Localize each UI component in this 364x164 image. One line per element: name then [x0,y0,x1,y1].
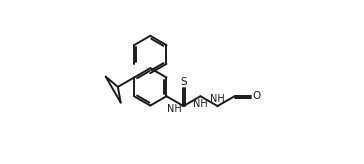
Text: NH: NH [210,94,225,104]
Text: NH: NH [193,99,208,109]
Text: NH: NH [167,104,182,114]
Text: S: S [180,77,187,87]
Text: O: O [253,91,261,101]
